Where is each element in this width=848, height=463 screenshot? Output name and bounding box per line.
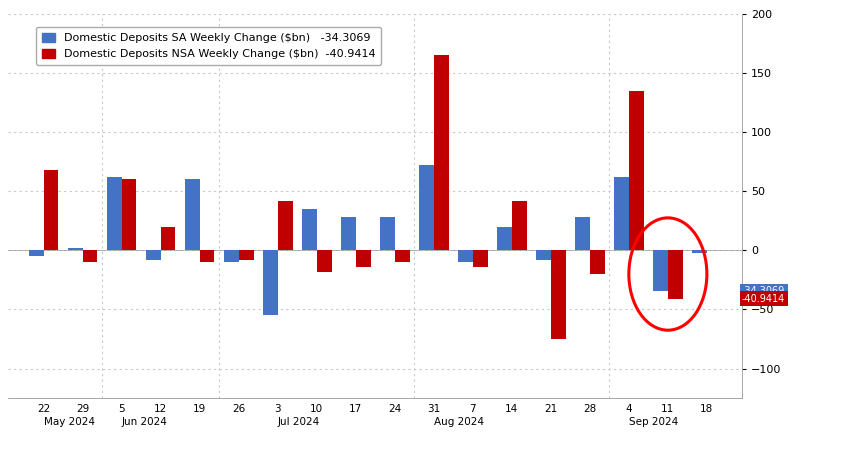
Text: -40.9414: -40.9414: [742, 294, 785, 304]
Bar: [590, 250, 605, 274]
Bar: [512, 201, 527, 250]
Legend: Domestic Deposits SA Weekly Change ($bn)   -34.3069, Domestic Deposits NSA Weekl: Domestic Deposits SA Weekly Change ($bn)…: [36, 27, 381, 65]
Bar: [575, 217, 590, 250]
Text: -34.3069: -34.3069: [742, 286, 785, 296]
Text: Aug 2024: Aug 2024: [434, 417, 483, 427]
Bar: [395, 250, 410, 262]
Bar: [68, 248, 82, 250]
Bar: [497, 227, 512, 250]
Bar: [355, 250, 371, 267]
Bar: [458, 250, 473, 262]
Bar: [653, 250, 668, 291]
Bar: [160, 227, 176, 250]
Text: Jul 2024: Jul 2024: [277, 417, 320, 427]
Bar: [224, 250, 238, 262]
Bar: [29, 250, 43, 257]
Bar: [551, 250, 566, 339]
Bar: [43, 170, 59, 250]
Bar: [107, 177, 121, 250]
Bar: [341, 217, 355, 250]
Text: Jun 2024: Jun 2024: [121, 417, 168, 427]
Bar: [536, 250, 551, 260]
Bar: [316, 250, 332, 272]
Bar: [146, 250, 160, 260]
Bar: [473, 250, 488, 267]
Bar: [238, 250, 254, 260]
Bar: [263, 250, 277, 315]
Bar: [434, 55, 449, 250]
Bar: [692, 250, 707, 253]
Text: May 2024: May 2024: [43, 417, 95, 427]
Bar: [629, 91, 644, 250]
Bar: [380, 217, 395, 250]
Bar: [199, 250, 215, 262]
Bar: [302, 209, 316, 250]
Text: Sep 2024: Sep 2024: [629, 417, 678, 427]
Bar: [419, 165, 434, 250]
Bar: [185, 180, 199, 250]
Bar: [614, 177, 629, 250]
Bar: [668, 250, 683, 299]
Bar: [277, 201, 293, 250]
Bar: [121, 180, 137, 250]
Bar: [82, 250, 98, 262]
